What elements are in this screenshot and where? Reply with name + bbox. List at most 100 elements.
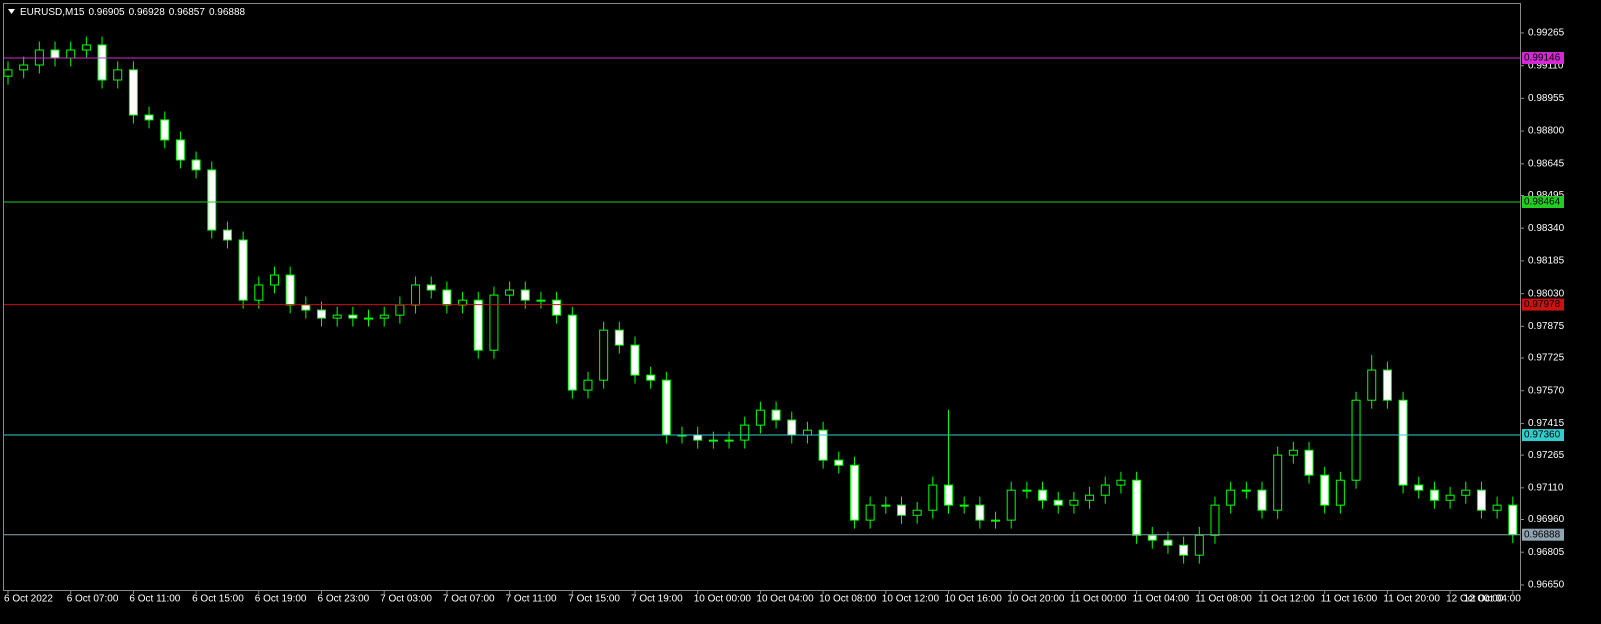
candle-body [1382, 369, 1392, 401]
y-tick-label: 0.97110 [1528, 482, 1564, 493]
candle-body [50, 49, 60, 59]
candle-body [552, 299, 562, 316]
candle-body [583, 379, 593, 391]
candle-body [34, 49, 44, 66]
candle-body [1179, 544, 1189, 556]
menu-arrow[interactable] [8, 9, 15, 14]
candle-body [81, 44, 91, 51]
candle-body [724, 439, 734, 442]
y-tick-label: 0.97570 [1528, 385, 1565, 396]
x-tick-label: 7 Oct 07:00 [443, 594, 495, 605]
candle-body [755, 409, 765, 426]
candle-body [771, 409, 781, 421]
candle-body [285, 274, 295, 306]
candle-body [944, 484, 953, 506]
x-tick-label: 11 Oct 08:00 [1195, 594, 1252, 605]
candle-body [1476, 489, 1486, 511]
candle-body [802, 429, 812, 436]
candle-body [1022, 489, 1032, 492]
candle-body [1147, 534, 1157, 541]
y-tick-label: 0.98800 [1528, 126, 1565, 137]
candle-body [1132, 479, 1142, 536]
level-label: 0.98464 [1524, 197, 1561, 208]
x-tick-label: 11 Oct 20:00 [1383, 594, 1440, 605]
y-tick-label: 0.96805 [1528, 547, 1565, 558]
y-tick-label: 0.99110 [1528, 60, 1564, 71]
candle-body [1069, 499, 1079, 506]
x-tick-label: 10 Oct 04:00 [756, 594, 814, 605]
candle-body [1226, 489, 1236, 506]
y-tick-label: 0.98645 [1528, 158, 1565, 169]
candle-body [348, 314, 358, 319]
candle-body [567, 314, 577, 391]
x-tick-label: 7 Oct 15:00 [568, 594, 620, 605]
candle-body [1492, 504, 1502, 511]
level-label: 0.99146 [1524, 53, 1561, 64]
candle-body [207, 169, 217, 231]
candle-body [818, 429, 828, 461]
x-tick-label: 7 Oct 03:00 [380, 594, 432, 605]
candle-body [238, 239, 248, 301]
candle-body [364, 317, 374, 320]
x-tick-label: 11 Oct 12:00 [1258, 594, 1315, 605]
candle-body [128, 69, 138, 116]
candle-body [849, 464, 859, 521]
x-tick-label: 6 Oct 19:00 [255, 594, 307, 605]
y-tick-label: 0.97875 [1528, 321, 1565, 332]
candle-body [834, 459, 844, 466]
candle-body [1273, 454, 1283, 511]
candle-body [332, 314, 342, 319]
candle-body [912, 509, 922, 516]
level-label: 0.97978 [1524, 299, 1561, 310]
candle-body [191, 159, 201, 171]
candle-body [1241, 489, 1251, 492]
candle-body [1335, 479, 1345, 506]
candle-body [881, 504, 891, 507]
candle-body [896, 504, 906, 516]
candle-body [489, 294, 499, 351]
x-tick-label: 6 Oct 15:00 [192, 594, 244, 605]
candle-body [66, 49, 76, 59]
candle-body [222, 229, 232, 241]
x-tick-label: 6 Oct 07:00 [67, 594, 119, 605]
y-tick-label: 0.98030 [1528, 288, 1565, 299]
candle-body [1163, 539, 1173, 546]
level-label: 0.96888 [1524, 529, 1561, 540]
candle-body [1398, 399, 1408, 486]
y-tick-label: 0.97415 [1528, 418, 1565, 429]
candle-body [1210, 504, 1220, 536]
x-tick-label: 11 Oct 04:00 [1133, 594, 1190, 605]
x-tick-label: 10 Oct 12:00 [882, 594, 940, 605]
header-value: 0.96857 [169, 7, 206, 18]
candle-body [614, 329, 624, 346]
candle-body [1429, 489, 1439, 501]
candle-body [1414, 484, 1424, 491]
x-tick-label: 7 Oct 19:00 [631, 594, 683, 605]
plot-frame [3, 3, 1521, 591]
candle-body [160, 119, 170, 141]
y-tick-label: 0.98955 [1528, 93, 1565, 104]
candle-body [317, 309, 326, 319]
candle-body [1461, 489, 1471, 496]
candle-body [379, 314, 389, 319]
candle-body [536, 299, 546, 302]
candle-body [661, 379, 671, 436]
y-tick-label: 0.97725 [1528, 353, 1565, 364]
candle-body [1257, 489, 1267, 511]
candle-body [708, 439, 718, 442]
y-tick-label: 0.99265 [1528, 28, 1565, 39]
candle-body [1367, 369, 1377, 401]
candle-body [1194, 534, 1204, 556]
x-tick-label: 12 Oct 04:00 [1464, 594, 1522, 605]
x-tick-label: 10 Oct 08:00 [819, 594, 877, 605]
symbol: EURUSD,M15 [20, 7, 85, 18]
x-tick-label: 11 Oct 16:00 [1321, 594, 1378, 605]
candle-body [144, 114, 154, 121]
level-tag [1522, 52, 1564, 65]
header-value: 0.96905 [88, 7, 125, 18]
candle-body [97, 44, 107, 81]
candle-body [395, 304, 405, 316]
level-tag [1522, 196, 1564, 209]
x-tick-label: 6 Oct 2022 [4, 594, 53, 605]
